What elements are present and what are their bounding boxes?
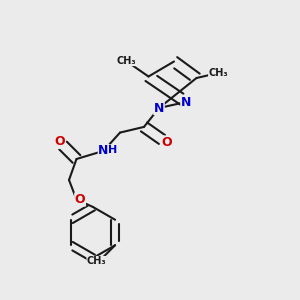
Text: N: N	[98, 144, 109, 158]
Text: N: N	[181, 95, 191, 109]
Text: CH₃: CH₃	[87, 256, 106, 266]
Text: N: N	[154, 101, 164, 115]
Text: H: H	[109, 145, 118, 155]
Text: O: O	[75, 193, 86, 206]
Text: O: O	[54, 135, 65, 148]
Text: CH₃: CH₃	[117, 56, 136, 66]
Text: O: O	[161, 136, 172, 149]
Text: CH₃: CH₃	[208, 68, 228, 78]
